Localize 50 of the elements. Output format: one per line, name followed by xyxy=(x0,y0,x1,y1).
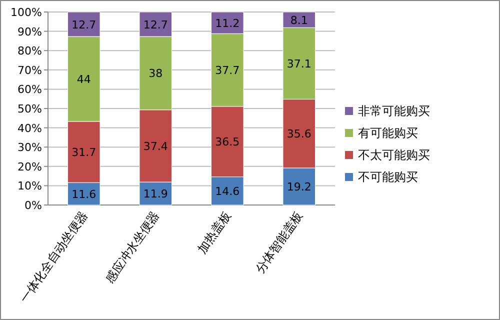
x-tick-label: 感应冲水坐便器 xyxy=(102,208,162,286)
x-tick-label: 分体智能盖板 xyxy=(252,208,306,276)
data-label: 37.1 xyxy=(286,57,312,70)
有可能购买: 44 38 37.7 37.1 xyxy=(67,27,316,122)
legend-label: 不可能购买 xyxy=(358,170,418,184)
bar xyxy=(67,121,100,183)
非常可能购买: 12.7 12.7 11.2 8.1 xyxy=(67,12,316,37)
data-label: 11.2 xyxy=(215,16,240,30)
bar xyxy=(282,168,316,206)
data-label: 14.6 xyxy=(215,184,240,198)
不可能购买: 11.6 11.9 14.6 19.2 xyxy=(67,168,316,206)
legend-label: 有可能购买 xyxy=(358,126,418,140)
data-label: 37.7 xyxy=(215,64,240,77)
bar xyxy=(210,12,244,34)
bar xyxy=(210,106,244,178)
y-tick-label: 40% xyxy=(18,122,42,135)
data-label: 11.9 xyxy=(143,188,168,201)
bar xyxy=(67,12,100,37)
legend-label: 不太可能购买 xyxy=(358,148,430,162)
legend-label: 非常可能购买 xyxy=(358,104,430,118)
y-tick-label: 50% xyxy=(18,102,42,116)
y-tick-label: 90% xyxy=(18,25,42,38)
y-tick-label: 30% xyxy=(18,141,42,154)
bar xyxy=(210,33,244,107)
bar xyxy=(139,182,172,206)
y-tick-label: 60% xyxy=(18,83,42,96)
data-label: 37.4 xyxy=(143,140,168,153)
data-label: 19.2 xyxy=(286,180,312,194)
bar xyxy=(282,27,316,100)
y-tick-label: 100% xyxy=(10,6,42,19)
data-label: 11.6 xyxy=(72,188,96,201)
bar xyxy=(282,98,316,168)
y-tick-label: 20% xyxy=(18,160,42,174)
y-tick-label: 70% xyxy=(18,64,42,77)
data-label: 36.5 xyxy=(215,136,240,149)
bar xyxy=(139,36,172,110)
data-label: 38 xyxy=(148,67,163,80)
bar xyxy=(210,176,244,206)
x-tick-label: 加热盖板 xyxy=(194,208,234,256)
不太可能购买: 31.7 37.4 36.5 35.6 xyxy=(67,98,316,183)
bar xyxy=(139,110,172,182)
bar xyxy=(139,12,172,37)
data-label: 31.7 xyxy=(72,146,96,160)
data-label: 35.6 xyxy=(286,128,312,141)
data-label: 8.1 xyxy=(290,14,308,27)
bar xyxy=(67,36,100,122)
y-tick-label: 80% xyxy=(18,44,42,58)
data-label: 44 xyxy=(76,72,91,86)
bar xyxy=(282,12,316,28)
y-tick-label: 10% xyxy=(18,180,42,193)
